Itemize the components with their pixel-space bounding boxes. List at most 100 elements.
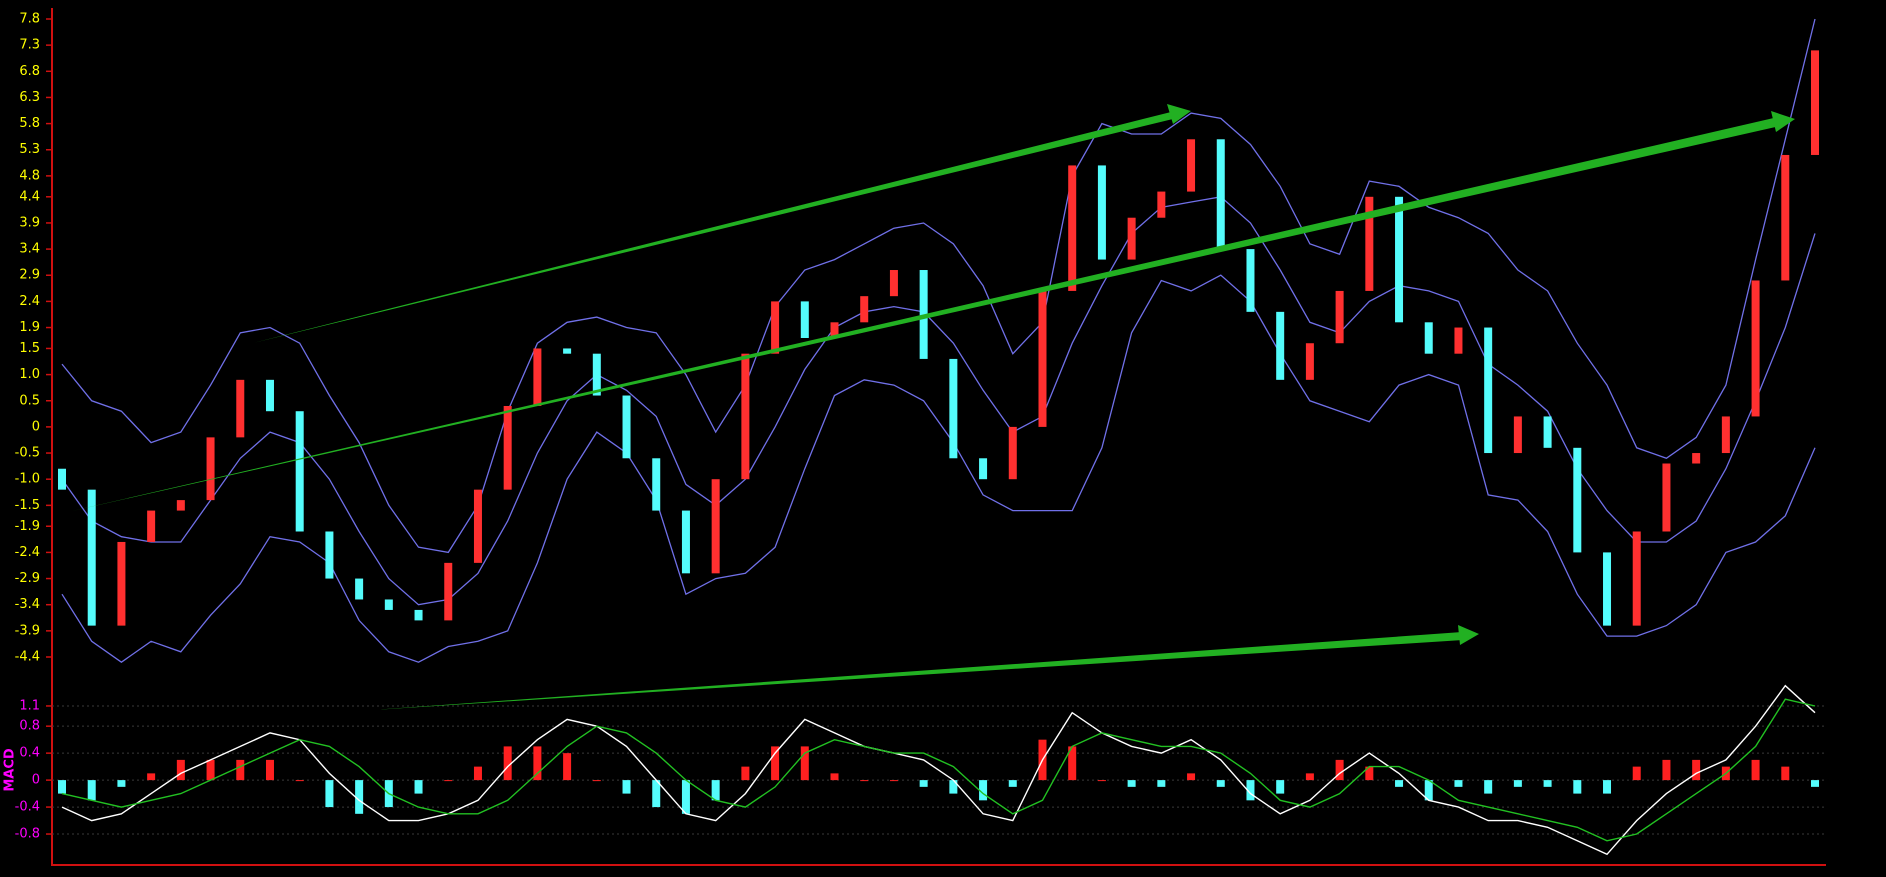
candle <box>1751 280 1760 417</box>
y-tick-label: 1.1 <box>19 698 40 713</box>
candle <box>1097 165 1106 260</box>
candle <box>1424 322 1433 354</box>
macd-histogram-bar <box>800 746 809 781</box>
candle <box>1692 453 1701 464</box>
candle <box>592 353 601 396</box>
y-tick-label: 4.8 <box>19 168 40 183</box>
candle <box>384 599 393 610</box>
macd-histogram-bar <box>652 780 661 808</box>
candle <box>1038 290 1047 427</box>
candle <box>1335 290 1344 344</box>
candle <box>325 531 334 579</box>
candle <box>1662 463 1671 532</box>
candle <box>444 562 453 621</box>
y-tick-label: 1.0 <box>19 367 40 382</box>
y-tick-label: 0.5 <box>19 393 40 408</box>
y-tick-label: -0.8 <box>15 827 40 842</box>
y-tick-label: 6.8 <box>19 64 40 79</box>
candle <box>503 405 512 490</box>
y-tick-label: 3.9 <box>19 215 40 230</box>
macd-histogram-bar <box>1068 746 1077 781</box>
candle <box>117 541 126 626</box>
macd-histogram-bar <box>1216 780 1225 787</box>
y-tick-label: -3.4 <box>15 597 40 612</box>
candle <box>206 437 215 501</box>
macd-histogram-bar <box>325 780 334 808</box>
bollinger-band <box>61 18 1816 554</box>
macd-histogram-bar <box>1751 759 1760 781</box>
y-tick-label: 2.4 <box>19 294 40 309</box>
macd-histogram-bar <box>592 780 601 782</box>
macd-histogram-bar <box>1246 780 1255 801</box>
y-tick-label: -2.4 <box>15 545 40 560</box>
candle <box>1216 139 1225 250</box>
candle <box>741 353 750 480</box>
macd-histogram-bar <box>1781 766 1790 781</box>
macd-histogram-bar <box>533 746 542 781</box>
candle <box>1008 426 1017 480</box>
candle <box>1543 416 1552 448</box>
macd-histogram-bar <box>473 766 482 781</box>
bollinger-band <box>61 274 1816 663</box>
y-tick-label: 0.8 <box>19 719 40 734</box>
macd-histogram-bar <box>830 773 839 781</box>
candle <box>1395 196 1404 323</box>
candle <box>176 500 185 511</box>
trend-arrow-head <box>1458 625 1479 645</box>
axes <box>51 8 1826 866</box>
candle <box>265 379 274 412</box>
macd-histogram-bar <box>147 773 156 781</box>
candle <box>771 301 780 354</box>
macd-histogram-bar <box>176 759 185 781</box>
candle <box>1068 165 1077 291</box>
candle <box>711 479 720 574</box>
macd-histogram-bar <box>355 780 364 814</box>
macd-histogram-bar <box>1365 766 1374 781</box>
macd-histogram-bar <box>1662 759 1671 781</box>
macd-line <box>61 698 1816 842</box>
trend-arrows <box>72 104 1795 710</box>
macd-histogram-bar <box>1127 780 1136 787</box>
macd-histogram-bar <box>295 780 304 782</box>
candle <box>1187 139 1196 192</box>
candle <box>800 301 809 338</box>
macd-histogram-bar <box>711 780 720 801</box>
candle <box>58 468 66 490</box>
candle <box>622 395 631 459</box>
y-tick-label: -1.9 <box>15 519 40 534</box>
candle <box>147 510 156 542</box>
bollinger-band <box>61 196 1816 606</box>
candle <box>652 458 661 511</box>
macd-histogram-bar <box>741 766 750 781</box>
macd-histogram-bar <box>414 780 423 794</box>
macd-histogram-bar <box>1543 780 1552 787</box>
y-tick-label: 0 <box>32 773 40 788</box>
y-tick-label: 4.4 <box>19 189 40 204</box>
macd-histogram-bar <box>1187 773 1196 781</box>
candle <box>1454 327 1463 354</box>
candle <box>1781 154 1790 281</box>
macd-histogram-bar <box>1335 759 1344 781</box>
y-tick-label: -4.4 <box>15 650 40 665</box>
candle <box>236 379 245 438</box>
macd-histogram-bar <box>87 780 96 801</box>
y-tick-label: 0.4 <box>19 746 40 761</box>
y-tick-label: -1.0 <box>15 472 40 487</box>
macd-histogram-bar <box>1276 780 1285 794</box>
macd-histogram-bar <box>771 746 780 781</box>
candle <box>1811 50 1819 155</box>
candle <box>1246 249 1255 312</box>
macd-histogram-bar <box>503 746 512 781</box>
candle <box>1573 447 1582 553</box>
macd-histogram-bar <box>919 780 928 787</box>
candle <box>860 296 869 323</box>
y-tick-label: 2.9 <box>19 268 40 283</box>
candle <box>355 578 364 600</box>
candle <box>414 609 423 621</box>
plot-area: 7.8 7.3 6.8 6.3 5.8 5.3 4.8 4.4 3.9 3.4 2.9 2.4 1.9 1… <box>15 12 1826 856</box>
macd-histogram-bar <box>1632 766 1641 781</box>
macd-histogram-bar <box>1603 780 1612 794</box>
candle <box>473 489 482 563</box>
